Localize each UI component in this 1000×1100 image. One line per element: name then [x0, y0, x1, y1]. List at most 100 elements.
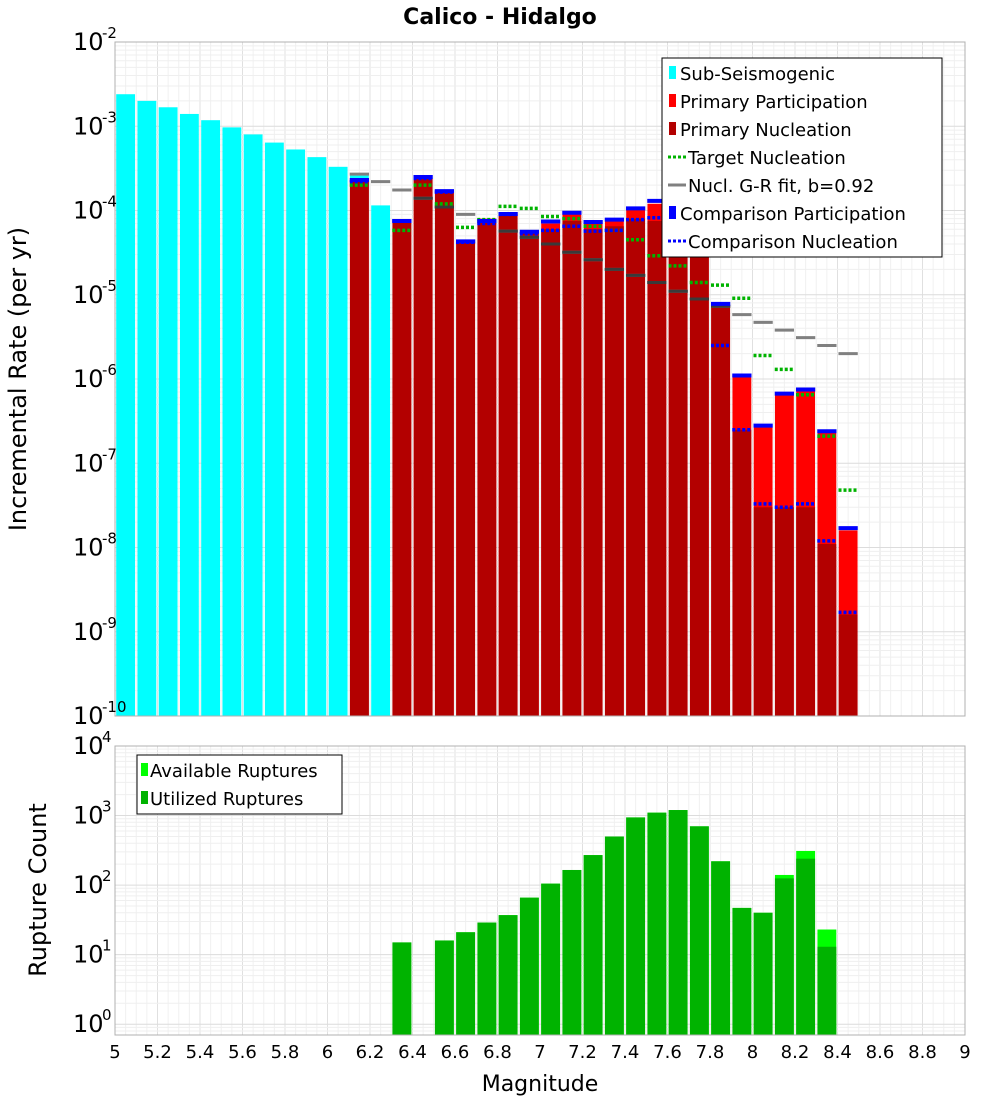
- x-ticks: 5 5.2 5.4 5.6 5.8 6 6.2 6.4 6.6 6.8 7 7.2 7.4 7.6 7.8 8…: [109, 1042, 970, 1063]
- primary-nucleation-bar: [434, 192, 454, 716]
- primary-nucleation-bar: [774, 507, 794, 716]
- x-tick-label: 7.6: [653, 1042, 682, 1063]
- y-tick-label: 10: [73, 112, 104, 140]
- y-tick-label: 10: [73, 281, 104, 309]
- x-tick-label: 8.2: [781, 1042, 810, 1063]
- utilized-ruptures-bar: [498, 915, 518, 1035]
- y-tick-exponent: 3: [102, 798, 112, 816]
- legend-swatch: [669, 94, 676, 107]
- x-tick-label: 7.2: [568, 1042, 597, 1063]
- y-tick-exponent: -3: [102, 108, 117, 126]
- utilized-ruptures-bar: [434, 940, 454, 1035]
- x-tick-label: 6.8: [483, 1042, 512, 1063]
- x-tick-label: 8.6: [866, 1042, 895, 1063]
- utilized-ruptures-bar: [689, 826, 709, 1035]
- x-tick-label: 8.4: [823, 1042, 852, 1063]
- sub-seismogenic-bar: [201, 120, 221, 716]
- sub-seismogenic-bar: [137, 100, 157, 716]
- primary-nucleation-bar: [541, 229, 561, 717]
- primary-nucleation-bar: [413, 178, 433, 716]
- y-tick-label: 10: [73, 802, 104, 830]
- primary-nucleation-bar: [711, 305, 731, 716]
- y-tick-exponent: -2: [102, 24, 117, 42]
- primary-nucleation-bar: [689, 244, 709, 717]
- utilized-ruptures-bar: [817, 946, 837, 1035]
- legend-swatch: [669, 122, 676, 135]
- chart-title: Calico - Hidalgo: [403, 5, 597, 30]
- primary-nucleation-bar: [583, 229, 603, 717]
- utilized-ruptures-bar: [774, 878, 794, 1035]
- x-tick-label: 9: [959, 1042, 970, 1063]
- legend-label: Utilized Ruptures: [150, 789, 303, 810]
- y-tick-exponent: -7: [102, 445, 117, 463]
- utilized-ruptures-bar: [668, 810, 688, 1035]
- top-legend: Sub-Seismogenic Primary Participation Prim…: [661, 57, 943, 258]
- sub-seismogenic-bar: [264, 142, 284, 716]
- x-tick-label: 6.4: [398, 1042, 427, 1063]
- y-tick-exponent: -6: [102, 361, 117, 379]
- x-tick-label: 5.8: [271, 1042, 300, 1063]
- y-tick-exponent: 1: [102, 937, 112, 955]
- y-tick-label: 10: [73, 365, 104, 393]
- y-tick-label: 10: [73, 1010, 104, 1038]
- x-tick-label: 8.8: [908, 1042, 937, 1063]
- primary-nucleation-bar: [796, 507, 816, 716]
- x-tick-label: 5: [109, 1042, 120, 1063]
- bottom-legend: Available Ruptures Utilized Ruptures: [136, 754, 343, 815]
- y-tick-exponent: -4: [102, 193, 117, 211]
- primary-nucleation-bar: [817, 544, 837, 716]
- sub-seismogenic-bar: [158, 107, 178, 716]
- legend-box: [136, 754, 343, 815]
- primary-nucleation-bar: [498, 214, 518, 716]
- top-y-label: Incremental Rate (per yr): [4, 227, 32, 531]
- utilized-ruptures-bar: [647, 812, 667, 1035]
- y-tick-exponent: -9: [102, 614, 117, 632]
- primary-nucleation-bar: [753, 507, 773, 716]
- y-tick-label: 10: [73, 28, 104, 56]
- y-tick-label: 10: [73, 871, 104, 899]
- primary-nucleation-bar: [838, 614, 858, 716]
- x-tick-label: 5.4: [186, 1042, 215, 1063]
- utilized-ruptures-bar: [711, 861, 731, 1035]
- y-tick-label: 10: [73, 618, 104, 646]
- utilized-ruptures-bar: [583, 855, 603, 1035]
- y-tick-exponent: 2: [102, 867, 112, 885]
- bottom-plot-frame: [114, 745, 966, 1036]
- y-tick-label: 10: [73, 732, 104, 760]
- sub-seismogenic-bar: [116, 94, 136, 716]
- utilized-ruptures-bar: [562, 869, 582, 1035]
- legend-label: Comparison Nucleation: [688, 232, 898, 253]
- legend-label: Nucl. G-R fit, b=0.92: [688, 176, 874, 197]
- utilized-ruptures-bar: [732, 907, 752, 1035]
- y-tick-exponent: 4: [102, 728, 112, 746]
- primary-nucleation-bar: [349, 181, 369, 717]
- x-tick-label: 8: [747, 1042, 758, 1063]
- legend-swatch: [669, 66, 676, 79]
- utilized-ruptures-bar: [392, 942, 412, 1035]
- bottom-bars: [392, 810, 837, 1035]
- top-lines: [349, 172, 858, 615]
- x-axis-label: Magnitude: [482, 1072, 599, 1097]
- sub-seismogenic-bar: [222, 127, 242, 716]
- sub-seismogenic-bar: [307, 157, 327, 717]
- legend-label: Target Nucleation: [687, 148, 846, 169]
- y-tick-exponent: -10: [102, 698, 127, 716]
- primary-nucleation-bar: [668, 235, 688, 717]
- y-tick-exponent: -8: [102, 530, 117, 548]
- sub-seismogenic-bar: [243, 134, 263, 716]
- x-tick-label: 5.2: [143, 1042, 172, 1063]
- y-tick-exponent: 0: [102, 1006, 112, 1024]
- legend-swatch: [669, 206, 676, 219]
- primary-nucleation-bar: [477, 221, 497, 716]
- legend-label: Primary Participation: [680, 92, 868, 113]
- utilized-ruptures-bar: [456, 932, 476, 1035]
- utilized-ruptures-bar: [477, 922, 497, 1035]
- legend-swatch: [141, 763, 148, 776]
- legend-label: Available Ruptures: [150, 761, 318, 782]
- primary-nucleation-bar: [519, 232, 539, 716]
- legend-box: [661, 57, 943, 258]
- x-tick-label: 7.8: [696, 1042, 725, 1063]
- y-tick-label: 10: [73, 941, 104, 969]
